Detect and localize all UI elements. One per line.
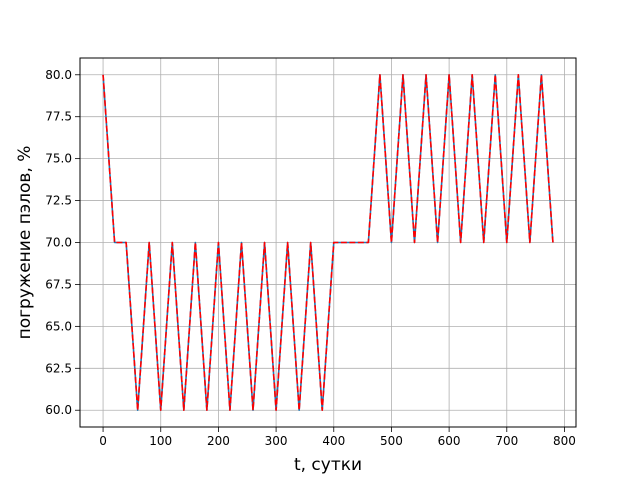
- y-tick-label: 72.5: [45, 194, 72, 208]
- x-tick-label: 800: [553, 434, 576, 448]
- y-tick-label: 77.5: [45, 110, 72, 124]
- x-tick-label: 300: [265, 434, 288, 448]
- y-axis-label: погружение пэлов, %: [15, 146, 35, 340]
- y-tick-label: 60.0: [45, 403, 72, 417]
- x-tick-label: 200: [207, 434, 230, 448]
- x-tick-label: 500: [380, 434, 403, 448]
- x-axis: 0 100 200 300 400 500 600 700 800: [99, 427, 576, 448]
- x-tick-label: 0: [99, 434, 107, 448]
- grid: [80, 58, 576, 427]
- x-tick-label: 400: [322, 434, 345, 448]
- y-tick-label: 75.0: [45, 152, 72, 166]
- series-line-1: [102, 73, 554, 412]
- series-layer: [102, 73, 554, 412]
- x-tick-label: 600: [438, 434, 461, 448]
- y-axis: 60.0 62.5 65.0 67.5 70.0 72.5 75.0 77.5 80.0: [45, 68, 80, 417]
- x-tick-label: 100: [149, 434, 172, 448]
- y-tick-label: 62.5: [45, 361, 72, 375]
- y-tick-label: 65.0: [45, 319, 72, 333]
- y-tick-label: 80.0: [45, 68, 72, 82]
- y-tick-label: 70.0: [45, 236, 72, 250]
- x-axis-label: t, сутки: [294, 455, 362, 475]
- y-tick-label: 67.5: [45, 277, 72, 291]
- x-tick-label: 700: [495, 434, 518, 448]
